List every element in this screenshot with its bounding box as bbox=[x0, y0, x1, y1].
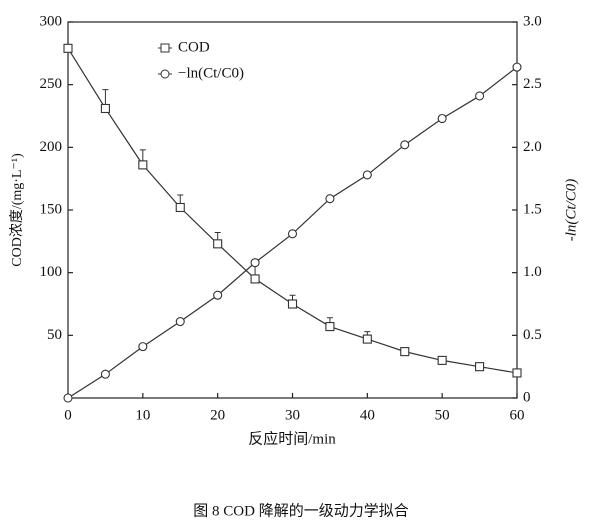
series-line bbox=[67, 48, 518, 374]
circle-marker bbox=[250, 258, 260, 268]
y2-tick-label: 2.5 bbox=[523, 76, 542, 92]
circle-marker bbox=[213, 290, 223, 300]
square-marker bbox=[475, 362, 485, 372]
circle-marker bbox=[100, 369, 110, 379]
x-tick-label: 10 bbox=[135, 407, 150, 423]
circle-marker bbox=[287, 229, 298, 239]
x-tick-label: 40 bbox=[360, 407, 375, 423]
x-tick-label: 60 bbox=[510, 407, 525, 423]
y2-tick-label: 3.0 bbox=[523, 13, 542, 29]
circle-marker bbox=[362, 170, 372, 180]
y2-tick-label: 0.5 bbox=[523, 327, 542, 343]
y-tick-label: 200 bbox=[40, 139, 63, 155]
x-tick-label: 50 bbox=[435, 407, 450, 423]
x-tick-label: 30 bbox=[285, 407, 300, 423]
y-tick-label: 250 bbox=[40, 76, 63, 92]
square-marker bbox=[287, 299, 298, 309]
y-tick-label: 100 bbox=[40, 264, 63, 280]
legend-label: COD bbox=[178, 39, 210, 55]
square-marker bbox=[512, 368, 522, 378]
circle-marker bbox=[138, 342, 148, 352]
square-marker bbox=[175, 202, 185, 213]
circle-marker bbox=[512, 62, 522, 72]
y2-tick-label: 0 bbox=[523, 389, 531, 405]
legend-marker bbox=[160, 69, 170, 79]
square-marker bbox=[400, 347, 410, 357]
circle-marker bbox=[437, 113, 447, 124]
plot-frame bbox=[67, 21, 518, 399]
square-marker bbox=[100, 103, 110, 114]
x-axis-label: 反应时间/min bbox=[248, 429, 336, 447]
x-tick-label: 0 bbox=[64, 407, 72, 423]
y2-tick-label: 1.5 bbox=[523, 201, 542, 217]
y2-tick-label: 2.0 bbox=[523, 139, 542, 155]
square-marker bbox=[138, 160, 148, 170]
y-tick-label: 150 bbox=[40, 201, 63, 217]
y2-tick-label: 1.0 bbox=[523, 264, 542, 280]
y2-axis-label: -ln(Ct/C0) bbox=[563, 179, 579, 242]
legend-marker bbox=[160, 43, 170, 53]
x-tick-label: 20 bbox=[210, 407, 225, 423]
circle-marker bbox=[175, 316, 185, 327]
square-marker bbox=[325, 322, 335, 332]
y-tick-label: 50 bbox=[47, 327, 62, 343]
caption: 图 8 COD 降解的一级动力学拟合 bbox=[193, 502, 408, 519]
y-tick-label: 300 bbox=[40, 13, 63, 29]
square-marker bbox=[250, 274, 260, 284]
square-marker bbox=[63, 43, 73, 53]
legend-label: −ln(Ct/C0) bbox=[178, 65, 244, 81]
circle-marker bbox=[63, 393, 73, 403]
square-marker bbox=[362, 334, 372, 344]
square-marker bbox=[437, 355, 447, 365]
y-axis-label: COD浓度/(mg·L⁻¹) bbox=[9, 153, 25, 267]
circle-marker bbox=[400, 140, 410, 150]
circle-marker bbox=[325, 194, 335, 204]
circle-marker bbox=[475, 91, 485, 101]
square-marker bbox=[213, 239, 223, 249]
